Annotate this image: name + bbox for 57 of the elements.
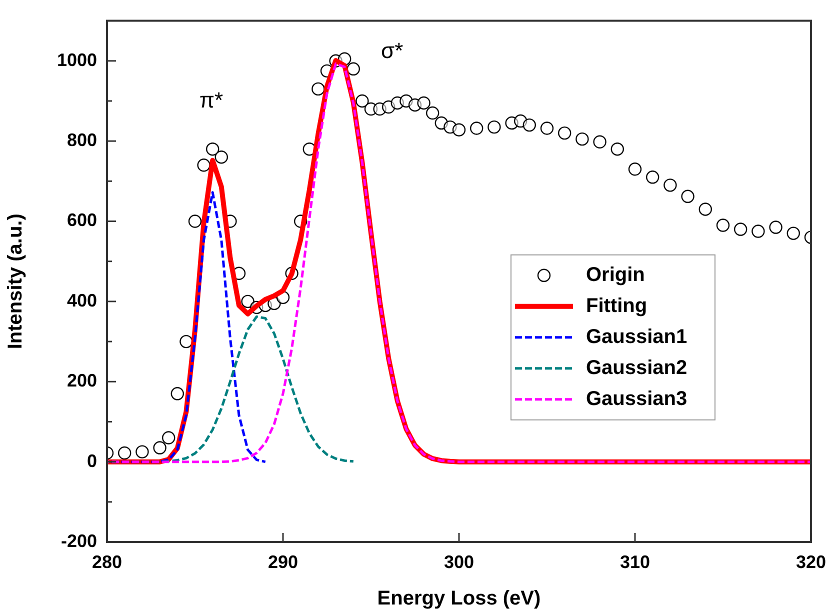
point — [540, 122, 554, 135]
y-tick-label: 0 — [86, 450, 97, 471]
point — [188, 214, 202, 228]
point — [488, 120, 501, 134]
point — [206, 142, 220, 156]
y-tick-label: 600 — [66, 210, 97, 230]
y-tick-label: 800 — [66, 130, 97, 150]
line-series — [107, 315, 355, 464]
point — [153, 441, 166, 454]
legend-label: Origin — [586, 264, 645, 286]
point — [312, 82, 325, 96]
legend-label: Gaussian3 — [586, 388, 688, 410]
point — [170, 387, 184, 400]
point — [197, 158, 210, 172]
point — [664, 178, 677, 192]
point — [522, 118, 536, 132]
y-tick-label: 200 — [66, 370, 97, 391]
x-tick-label: 280 — [92, 552, 122, 572]
point — [576, 132, 589, 146]
point — [118, 446, 132, 460]
x-tick-label: 320 — [796, 552, 826, 572]
point — [558, 126, 572, 140]
point — [136, 445, 149, 458]
point — [681, 190, 694, 204]
point — [628, 162, 642, 176]
point — [426, 106, 440, 120]
point — [769, 220, 782, 234]
point — [470, 122, 484, 135]
legend-label: Gaussian1 — [586, 326, 688, 348]
x-tick-label: 310 — [620, 552, 650, 572]
legend-label: Fitting — [586, 294, 648, 317]
x-tick-label: 300 — [444, 552, 474, 572]
point — [452, 123, 466, 136]
legend-label: Gaussian2 — [586, 356, 688, 379]
point — [734, 222, 748, 236]
point — [356, 94, 369, 108]
y-axis-title: Intensity (a.u.) — [4, 214, 27, 350]
point — [180, 334, 193, 348]
annotation: π* — [199, 88, 224, 113]
y-tick-label: -200 — [60, 530, 97, 551]
annotation: σ* — [381, 38, 404, 64]
point — [646, 170, 660, 184]
point — [610, 142, 624, 156]
point — [593, 135, 606, 148]
point — [752, 224, 765, 238]
x-axis-title: Energy Loss (eV) — [377, 588, 541, 610]
point — [241, 294, 254, 308]
point — [346, 62, 360, 76]
point — [162, 431, 176, 444]
y-tick-label: 400 — [66, 290, 97, 310]
y-tick-label: 1000 — [56, 50, 97, 70]
point — [214, 150, 228, 164]
x-tick-label: 290 — [268, 552, 298, 572]
point — [786, 226, 800, 240]
point — [698, 202, 712, 216]
point — [716, 218, 730, 232]
point — [417, 96, 430, 110]
